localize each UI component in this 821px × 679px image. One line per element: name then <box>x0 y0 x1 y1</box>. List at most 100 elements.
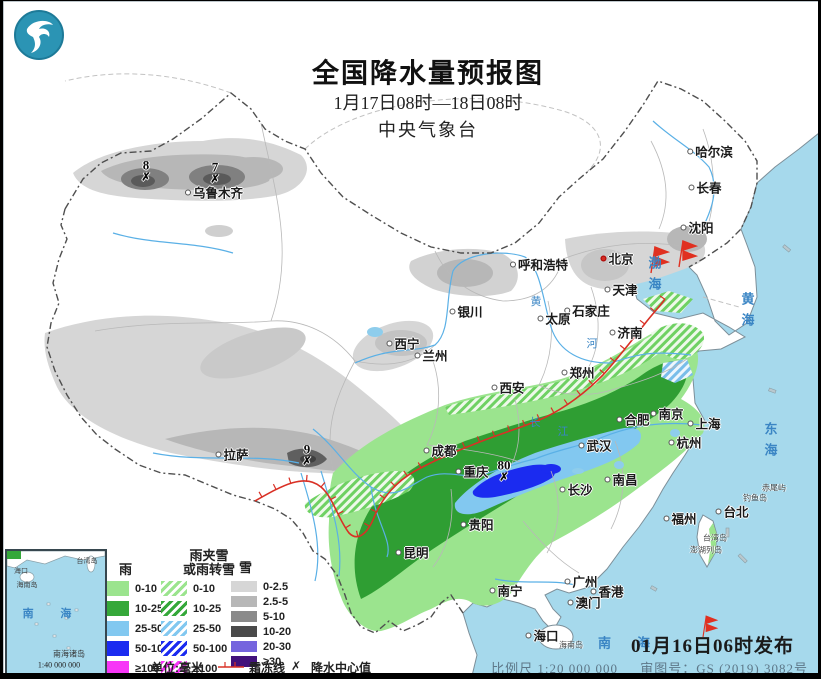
lakes <box>367 327 680 474</box>
legend-sleet-column: 0-10 10-25 25-50 50-100 ≥100 <box>161 581 227 673</box>
frost-line-tick <box>403 470 408 477</box>
rivers <box>112 120 715 586</box>
frost-line-label: 霜冻线 <box>249 661 286 675</box>
legend-unit: 单位:毫米 <box>151 661 203 675</box>
legend-row: 20-30 <box>231 640 292 653</box>
legend-range-label: 10-20 <box>263 625 292 638</box>
legend-swatch <box>161 621 187 636</box>
frost-line-tick <box>659 295 666 300</box>
map-approval-number: 审图号：GS (2019) 3082号 <box>640 661 808 676</box>
frost-line-tick <box>563 399 569 405</box>
inset-sea-label: 南 海 <box>22 608 84 620</box>
frost-line <box>254 298 666 538</box>
legend-range-label: 50-100 <box>135 642 170 655</box>
frost-line-tick <box>345 524 351 529</box>
legend-range-label: 25-50 <box>135 622 164 635</box>
frost-line-tick <box>447 448 451 455</box>
legend-swatch <box>103 661 129 673</box>
legend-swatch <box>231 596 257 607</box>
legend-row: 25-50 <box>103 621 169 636</box>
foreign-borders <box>64 73 740 308</box>
frost-line-tick <box>432 454 436 461</box>
legend-row: ≥100 <box>161 661 227 673</box>
map-subtitle: 1月17日08时—18日08时 <box>333 93 523 113</box>
legend-swatch <box>231 581 257 592</box>
map-title: 全国降水量预报图 <box>312 58 544 89</box>
frost-line-tick <box>629 332 636 338</box>
legend-swatch <box>103 581 129 596</box>
center-value-label: 降水中心值 <box>311 661 372 675</box>
legend-sleet-title-line1: 雨夹雪 <box>189 548 229 563</box>
legend-row: 10-25 <box>161 601 227 616</box>
hainan-island <box>538 624 574 650</box>
cma-logo-icon <box>14 10 64 60</box>
legend-range-label: 20-30 <box>263 640 292 653</box>
legend-row: 0-10 <box>161 581 227 596</box>
rain-zones <box>328 331 705 632</box>
legend-swatch <box>103 641 129 656</box>
frost-line-tick <box>337 510 344 515</box>
legend-row: ≥30 <box>231 656 291 668</box>
legend-rain-title: 雨 <box>119 562 133 577</box>
small-islands <box>649 244 792 592</box>
frost-line-tick <box>379 494 385 499</box>
south-china-sea-inset: 台湾岛 海口 海南岛 南 海 南海诸岛 1:40 000 000 <box>5 549 107 673</box>
legend-swatch <box>231 626 257 637</box>
inset-islands-label: 南海诸岛 <box>53 649 85 659</box>
china-precipitation-map <box>3 1 818 673</box>
legend-range-label: 10-25 <box>193 602 222 615</box>
frost-line-tick <box>370 508 377 513</box>
frost-line-tick <box>364 522 370 527</box>
inset-hainan-label: 海南岛 <box>16 581 38 589</box>
publish-time: 01月16日06时发布 <box>630 636 794 657</box>
legend-range-label: 0-2.5 <box>263 580 289 593</box>
frost-line-tick <box>355 530 359 537</box>
legend-swatch <box>231 611 257 622</box>
legend-swatch <box>161 661 187 673</box>
legend-row: 10-20 <box>231 625 292 638</box>
issuing-agency: 中央气象台 <box>378 120 478 140</box>
taiwan-rain-strip <box>708 523 717 564</box>
legend-range-label: ≥100 <box>135 662 160 675</box>
frost-line-tick <box>330 496 337 501</box>
frost-line-tick <box>639 319 646 325</box>
frost-line-tick <box>491 430 496 437</box>
legend-swatch <box>231 656 257 667</box>
frost-line-tick <box>649 307 656 313</box>
legend-range-label: 5-10 <box>263 610 286 623</box>
legend-range-label: 2.5-5 <box>263 595 289 608</box>
frost-line-tick <box>288 477 292 484</box>
legend-row: ≥100 <box>103 661 169 675</box>
legend-row: 50-100 <box>161 641 227 656</box>
legend-swatch <box>103 601 129 616</box>
inset-scale-label: 1:40 000 000 <box>37 660 81 670</box>
map-scale-line: 比例尺 1:20 000 000 审图号：GS (2019) 3082号 <box>473 658 808 676</box>
precipitation-legend: 雨 雨夹雪 或雨转雪 雪 0-10 10-25 25-50 50-100 ≥100 0-… <box>99 548 389 675</box>
legend-swatch <box>161 641 187 656</box>
legend-swatch <box>161 601 187 616</box>
legend-swatch <box>161 581 187 596</box>
frost-line-tick <box>588 379 594 386</box>
legend-snow-column: 0-2.5 2.5-5 5-10 10-20 20-30 ≥30 <box>231 581 291 671</box>
frost-line-tick <box>576 389 581 396</box>
frost-line-tick <box>272 483 277 490</box>
frost-line-tick <box>258 491 263 498</box>
inset-haikou-label: 海口 <box>14 567 28 575</box>
legend-row: 50-100 <box>103 641 169 656</box>
inset-taiwan-label: 台湾岛 <box>76 557 98 565</box>
legend-row: 10-25 <box>103 601 169 616</box>
legend-sleet-title-line2: 或雨转雪 <box>182 562 235 577</box>
frost-line-symbol <box>218 662 244 668</box>
frost-line-tick <box>390 481 396 487</box>
legend-swatch <box>103 621 129 636</box>
frost-line-tick <box>305 474 308 481</box>
legend-row: 2.5-5 <box>231 595 291 608</box>
map-scale: 比例尺 1:20 000 000 <box>491 661 618 676</box>
frost-line-tick <box>320 482 326 488</box>
legend-snow-title: 雪 <box>239 560 253 575</box>
legend-range-label: 0-10 <box>135 582 158 595</box>
frost-line-tick <box>550 407 555 414</box>
frost-line-tick <box>507 425 511 432</box>
legend-rain-column: 0-10 10-25 25-50 50-100 ≥100 <box>103 581 169 675</box>
